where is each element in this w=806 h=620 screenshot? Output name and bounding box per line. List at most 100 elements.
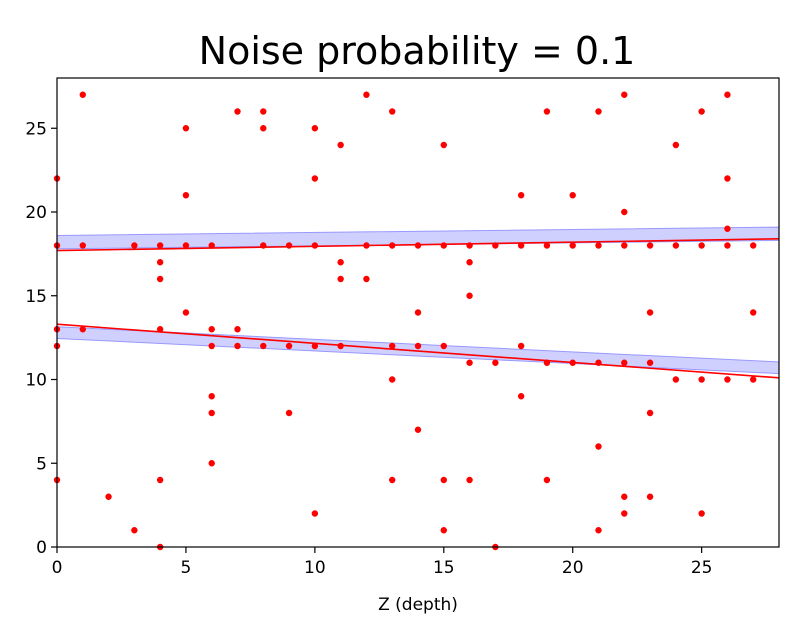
- data-point: [466, 259, 473, 266]
- data-point: [131, 527, 138, 534]
- data-point: [724, 225, 731, 232]
- x-tick-label: 0: [52, 558, 63, 578]
- y-tick-label: 5: [36, 454, 47, 474]
- data-point: [234, 326, 241, 333]
- data-point: [672, 141, 680, 149]
- data-point: [234, 342, 241, 350]
- data-point: [646, 409, 654, 417]
- data-point: [543, 359, 551, 366]
- data-point: [131, 242, 138, 249]
- fit-line-2: [57, 323, 779, 379]
- data-point: [492, 242, 499, 249]
- data-point: [285, 342, 293, 350]
- data-point: [646, 359, 654, 366]
- data-point: [595, 443, 602, 450]
- data-point: [517, 192, 525, 199]
- data-point: [79, 326, 86, 333]
- data-point: [285, 242, 293, 249]
- data-point: [543, 242, 551, 249]
- chart-title: Noise probability = 0.1: [199, 29, 636, 73]
- data-point: [440, 476, 447, 484]
- data-point: [389, 476, 396, 484]
- data-point: [311, 175, 319, 182]
- x-tick-label: 5: [181, 558, 192, 578]
- y-tick-label: 10: [25, 371, 47, 391]
- data-point: [105, 493, 112, 500]
- data-point: [621, 208, 628, 216]
- data-point: [698, 242, 705, 249]
- data-point: [492, 359, 499, 366]
- data-point: [311, 342, 319, 350]
- data-point: [414, 426, 422, 433]
- x-tick-label: 15: [433, 558, 455, 578]
- data-point: [621, 359, 628, 366]
- data-point: [724, 242, 731, 249]
- y-axis-ticks: 0 5 10 15 20 25: [25, 119, 57, 558]
- data-point: [724, 175, 731, 182]
- data-point: [440, 242, 447, 249]
- data-point: [208, 342, 215, 350]
- data-point: [750, 376, 757, 383]
- data-point: [311, 510, 319, 517]
- data-point: [621, 493, 628, 500]
- data-point: [543, 476, 551, 484]
- data-point: [363, 91, 370, 98]
- data-point: [672, 242, 680, 249]
- data-point: [79, 242, 86, 249]
- data-point: [517, 242, 525, 249]
- data-point: [285, 409, 293, 417]
- data-point: [234, 108, 241, 115]
- data-point: [440, 141, 447, 149]
- data-point: [208, 409, 215, 417]
- data-point: [621, 91, 628, 98]
- data-point: [363, 275, 370, 283]
- data-point: [208, 242, 215, 249]
- data-point: [182, 192, 190, 199]
- data-point: [182, 242, 190, 249]
- data-point: [337, 342, 344, 350]
- data-point: [260, 242, 267, 249]
- x-tick-label: 25: [691, 558, 713, 578]
- data-point: [389, 242, 396, 249]
- data-point: [466, 292, 473, 299]
- x-axis-ticks: 0 5 10 15 20 25: [52, 547, 713, 578]
- data-point: [208, 326, 215, 333]
- data-point: [698, 108, 705, 115]
- data-point: [311, 125, 319, 132]
- x-tick-label: 10: [304, 558, 326, 578]
- data-point: [724, 91, 731, 98]
- data-point: [466, 242, 473, 249]
- y-tick-label: 20: [25, 203, 47, 223]
- data-points: [53, 91, 757, 551]
- data-point: [156, 476, 164, 484]
- data-point: [569, 192, 576, 199]
- data-point: [440, 342, 447, 350]
- data-point: [750, 309, 757, 316]
- data-point: [621, 510, 628, 517]
- data-point: [414, 309, 422, 316]
- data-point: [698, 376, 705, 383]
- data-point: [672, 376, 680, 383]
- confidence-band-2: [57, 326, 779, 375]
- y-tick-label: 0: [36, 538, 47, 558]
- data-point: [569, 242, 576, 249]
- data-point: [156, 326, 164, 333]
- data-point: [156, 242, 164, 249]
- data-point: [79, 91, 86, 98]
- data-point: [208, 393, 215, 400]
- data-point: [260, 342, 267, 350]
- data-point: [646, 493, 654, 500]
- data-point: [156, 275, 164, 283]
- data-point: [517, 393, 525, 400]
- data-point: [260, 108, 267, 115]
- data-point: [724, 376, 731, 383]
- data-point: [363, 242, 370, 249]
- data-point: [337, 275, 344, 283]
- x-tick-label: 20: [562, 558, 584, 578]
- data-point: [595, 108, 602, 115]
- y-tick-label: 15: [25, 287, 47, 307]
- data-point: [646, 309, 654, 316]
- data-point: [337, 259, 344, 266]
- confidence-band-1: [57, 226, 779, 250]
